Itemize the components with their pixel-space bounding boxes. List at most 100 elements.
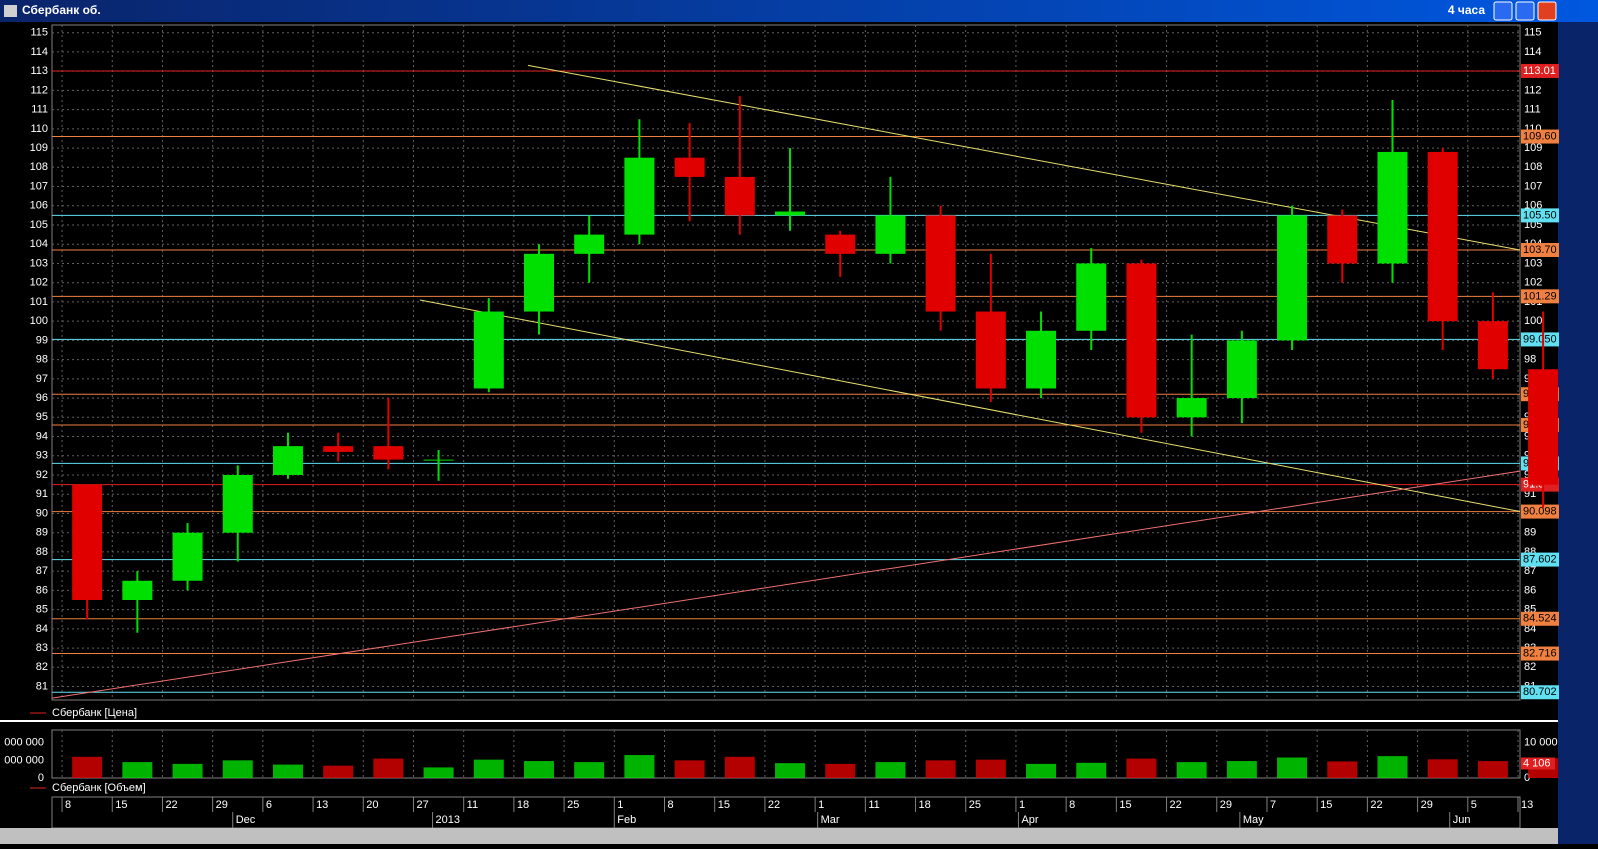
y-tick-label: 107 bbox=[30, 180, 48, 192]
y-tick-label: 105 bbox=[30, 219, 48, 231]
y-tick-label: 91 bbox=[36, 488, 48, 500]
level-label: 105.50 bbox=[1523, 209, 1557, 221]
y-tick-label: 115 bbox=[30, 27, 48, 39]
candle-body bbox=[1528, 369, 1559, 485]
y-tick-label: 104 bbox=[30, 238, 48, 250]
x-tick-label: 22 bbox=[1370, 799, 1382, 811]
candle-body bbox=[1277, 215, 1308, 341]
x-tick-label: 29 bbox=[1220, 799, 1232, 811]
y-tick-label: 88 bbox=[36, 546, 48, 558]
volume-bar bbox=[724, 756, 755, 778]
candle-body bbox=[1026, 330, 1057, 389]
y-tick-label: 90 bbox=[36, 507, 48, 519]
x-tick-label: 8 bbox=[668, 799, 674, 811]
level-label: 103.70 bbox=[1523, 244, 1557, 256]
x-tick-label: 27 bbox=[416, 799, 428, 811]
candle-body bbox=[122, 580, 153, 600]
x-tick-label: 6 bbox=[266, 799, 272, 811]
candle-body bbox=[825, 234, 856, 254]
volume-bar bbox=[1277, 757, 1308, 778]
month-label: Dec bbox=[236, 814, 256, 826]
volume-bar bbox=[1176, 762, 1207, 778]
y-tick-label: 86 bbox=[1524, 584, 1536, 596]
x-tick-label: 11 bbox=[868, 799, 879, 811]
y-tick-label: 92 bbox=[36, 469, 48, 481]
level-badge bbox=[1521, 243, 1559, 257]
x-tick-label: 1 bbox=[1019, 799, 1025, 811]
y-tick-label: 108 bbox=[30, 161, 48, 173]
candle-body bbox=[724, 176, 755, 216]
level-label: 87.602 bbox=[1523, 553, 1557, 565]
candle-body bbox=[1076, 263, 1107, 331]
candle-body bbox=[323, 446, 354, 452]
candle-body bbox=[674, 157, 705, 177]
x-tick-label: 8 bbox=[1069, 799, 1075, 811]
date-axis bbox=[51, 796, 1521, 829]
level-label: 101.29 bbox=[1523, 290, 1557, 302]
y-tick-label: 85 bbox=[36, 604, 48, 616]
volume-tick-label: 0 bbox=[1524, 772, 1530, 784]
x-tick-label: 29 bbox=[216, 799, 228, 811]
close-button[interactable] bbox=[1537, 1, 1557, 21]
level-badge bbox=[1521, 208, 1559, 223]
volume-bar bbox=[1076, 762, 1107, 778]
y-tick-label: 87 bbox=[1524, 565, 1536, 577]
x-tick-label: 15 bbox=[115, 799, 127, 811]
candle-body bbox=[624, 157, 655, 235]
timeframe: 4 часа bbox=[1448, 3, 1485, 17]
month-label: Feb bbox=[617, 814, 636, 826]
y-tick-label: 98 bbox=[1524, 354, 1536, 366]
y-tick-label: 81 bbox=[36, 680, 48, 692]
level-badge bbox=[1521, 611, 1559, 626]
title-bar bbox=[0, 0, 1598, 22]
x-tick-label: 5 bbox=[1471, 799, 1477, 811]
y-tick-label: 103 bbox=[30, 257, 48, 269]
volume-bar bbox=[1126, 758, 1157, 778]
x-tick-label: 15 bbox=[1119, 799, 1131, 811]
y-tick-label: 100 bbox=[1524, 315, 1542, 327]
level-badge bbox=[1521, 552, 1559, 567]
y-tick-label: 112 bbox=[1524, 84, 1542, 96]
price-frame bbox=[51, 24, 1521, 701]
maximize-button[interactable] bbox=[1515, 1, 1535, 21]
volume-last-label: 4 106 bbox=[1523, 757, 1551, 769]
volume-bar bbox=[875, 762, 906, 778]
volume-bar bbox=[323, 765, 354, 778]
x-tick-label: 15 bbox=[1320, 799, 1332, 811]
candle-body bbox=[775, 211, 806, 216]
y-tick-label: 101 bbox=[30, 296, 48, 308]
y-tick-label: 95 bbox=[36, 411, 48, 423]
volume-bar bbox=[1026, 763, 1057, 778]
volume-bar bbox=[72, 756, 103, 778]
x-tick-label: 25 bbox=[969, 799, 981, 811]
level-badge bbox=[1521, 63, 1559, 78]
x-tick-label: 22 bbox=[165, 799, 177, 811]
volume-bar bbox=[1477, 761, 1508, 778]
minimize-button[interactable] bbox=[1493, 1, 1513, 21]
volume-bar bbox=[423, 767, 454, 778]
status-bar bbox=[0, 828, 1558, 844]
y-tick-label: 109 bbox=[1524, 142, 1542, 154]
x-tick-label: 1 bbox=[617, 799, 623, 811]
volume-bar bbox=[975, 759, 1006, 778]
candle-body bbox=[1477, 321, 1508, 370]
x-tick-label: 15 bbox=[718, 799, 730, 811]
y-tick-label: 112 bbox=[30, 84, 48, 96]
x-tick-label: 8 bbox=[65, 799, 71, 811]
month-label: May bbox=[1243, 814, 1264, 826]
candle-body bbox=[172, 532, 203, 581]
y-tick-label: 102 bbox=[30, 277, 48, 289]
month-label: 2013 bbox=[436, 814, 460, 826]
volume-bar bbox=[574, 762, 605, 778]
level-label: 90.098 bbox=[1523, 505, 1557, 517]
y-tick-label: 102 bbox=[1524, 277, 1542, 289]
candle-body bbox=[1126, 263, 1157, 418]
candle-body bbox=[1377, 151, 1408, 264]
trend-line bbox=[51, 470, 1521, 699]
volume-bar bbox=[222, 760, 253, 778]
level-label: 82.716 bbox=[1523, 647, 1557, 659]
candle-body bbox=[975, 311, 1006, 389]
volume-bar bbox=[1377, 756, 1408, 778]
